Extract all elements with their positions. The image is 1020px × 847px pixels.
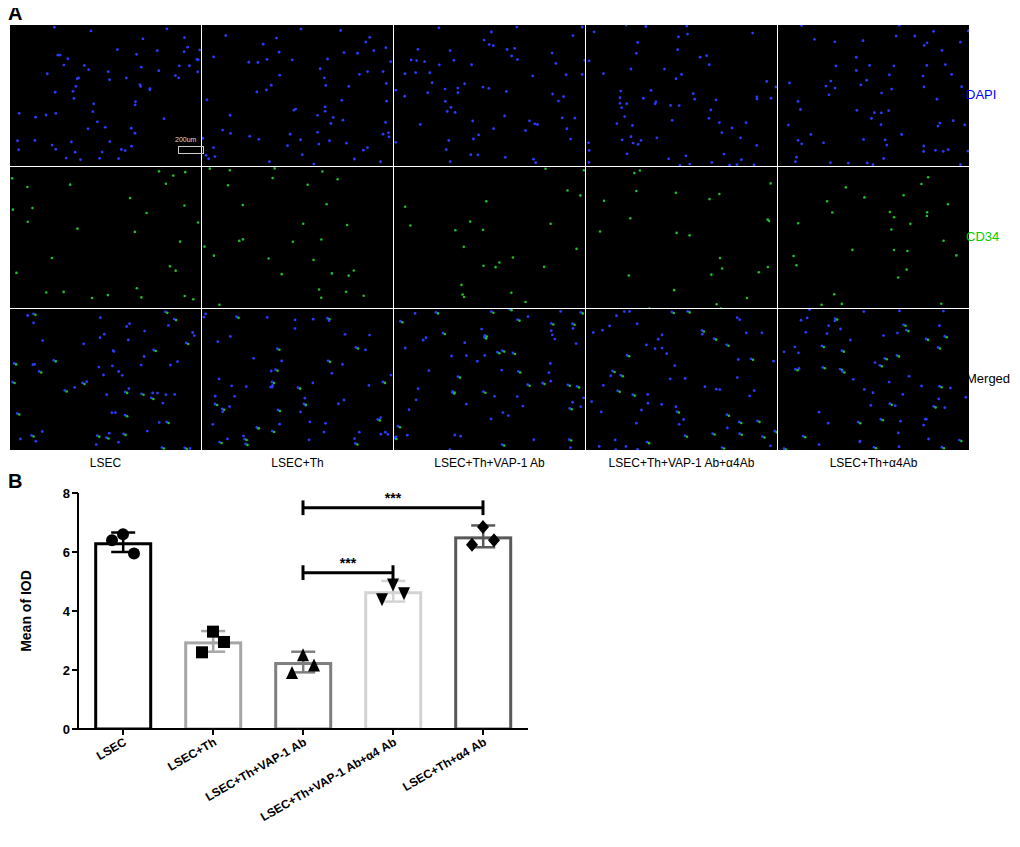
html-text:LSEC+Th+α4Ab: LSEC+Th+α4Ab (829, 456, 918, 470)
svg-text:***: *** (340, 555, 357, 571)
svg-text:LSEC: LSEC (94, 735, 129, 763)
svg-text:8: 8 (63, 486, 70, 501)
html-text:Merged: Merged (966, 371, 1011, 386)
svg-text:LSEC+Th+α4 Ab: LSEC+Th+α4 Ab (400, 735, 488, 794)
svg-text:4: 4 (63, 604, 71, 619)
svg-text:LSEC+Th: LSEC+Th (165, 735, 218, 774)
html-text:A: A (8, 2, 23, 24)
svg-text:6: 6 (63, 545, 70, 560)
svg-text:Mean of IOD: Mean of IOD (18, 570, 34, 652)
html-text:200um: 200um (175, 136, 197, 143)
svg-text:0: 0 (63, 722, 70, 737)
html-text:DAPI: DAPI (966, 87, 997, 102)
svg-text:***: *** (385, 490, 402, 506)
html-text:LSEC+Th: LSEC+Th (271, 456, 324, 470)
html-text:LSEC+Th+VAP-1 Ab+α4Ab: LSEC+Th+VAP-1 Ab+α4Ab (608, 456, 755, 470)
html-text:LSEC+Th+VAP-1 Ab: LSEC+Th+VAP-1 Ab (434, 456, 545, 470)
svg-text:LSEC+Th+VAP-1 Ab: LSEC+Th+VAP-1 Ab (203, 734, 309, 804)
svg-text:2: 2 (63, 663, 70, 678)
html-text:LSEC: LSEC (89, 456, 122, 470)
html-text:CD34: CD34 (966, 229, 1000, 244)
html-text:B: B (8, 470, 23, 492)
svg-text:LSEC+Th+VAP-1 Ab+α4 Ab: LSEC+Th+VAP-1 Ab+α4 Ab (258, 735, 399, 824)
